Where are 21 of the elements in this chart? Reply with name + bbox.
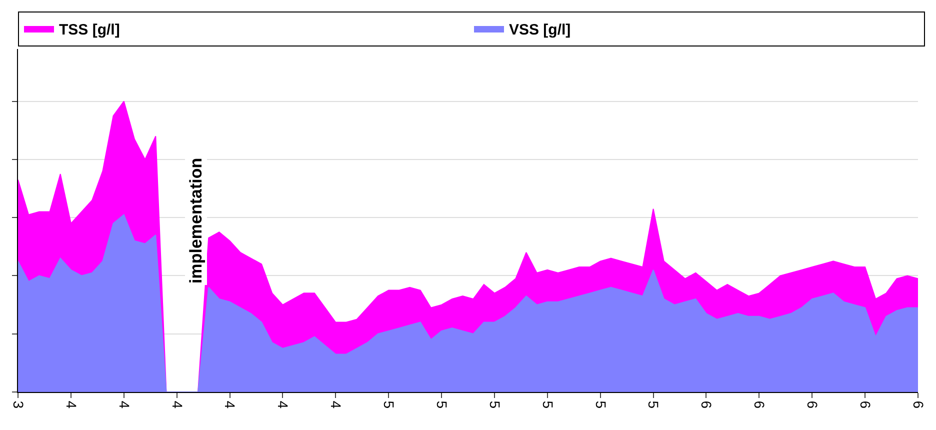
x-tick-label: 5 xyxy=(434,400,450,409)
x-tick-label: 5 xyxy=(486,400,503,409)
x-tick-label: 6 xyxy=(752,400,768,409)
x-tick-label: 4 xyxy=(222,400,238,409)
x-tick-label: 4 xyxy=(116,400,132,409)
x-tick-label: 4 xyxy=(275,400,292,409)
x-tick-label: 4 xyxy=(328,400,344,409)
x-tick-label: 5 xyxy=(646,400,662,409)
x-tick-label: 6 xyxy=(804,400,821,409)
x-tick-label: 6 xyxy=(858,400,874,409)
x-tick-label: 5 xyxy=(381,400,398,409)
legend-label: VSS [g/l] xyxy=(509,21,571,38)
x-tick-label: 3 xyxy=(10,400,26,409)
x-tick-label: 6 xyxy=(910,400,926,409)
x-tick-label: 6 xyxy=(698,400,715,409)
x-tick-label: 4 xyxy=(63,400,80,409)
x-tick-label: 5 xyxy=(592,400,609,409)
x-tick-label: 4 xyxy=(169,400,186,409)
x-tick-label: 5 xyxy=(540,400,556,409)
annotation: implementation xyxy=(186,158,206,284)
legend-label: TSS [g/l] xyxy=(59,21,120,38)
